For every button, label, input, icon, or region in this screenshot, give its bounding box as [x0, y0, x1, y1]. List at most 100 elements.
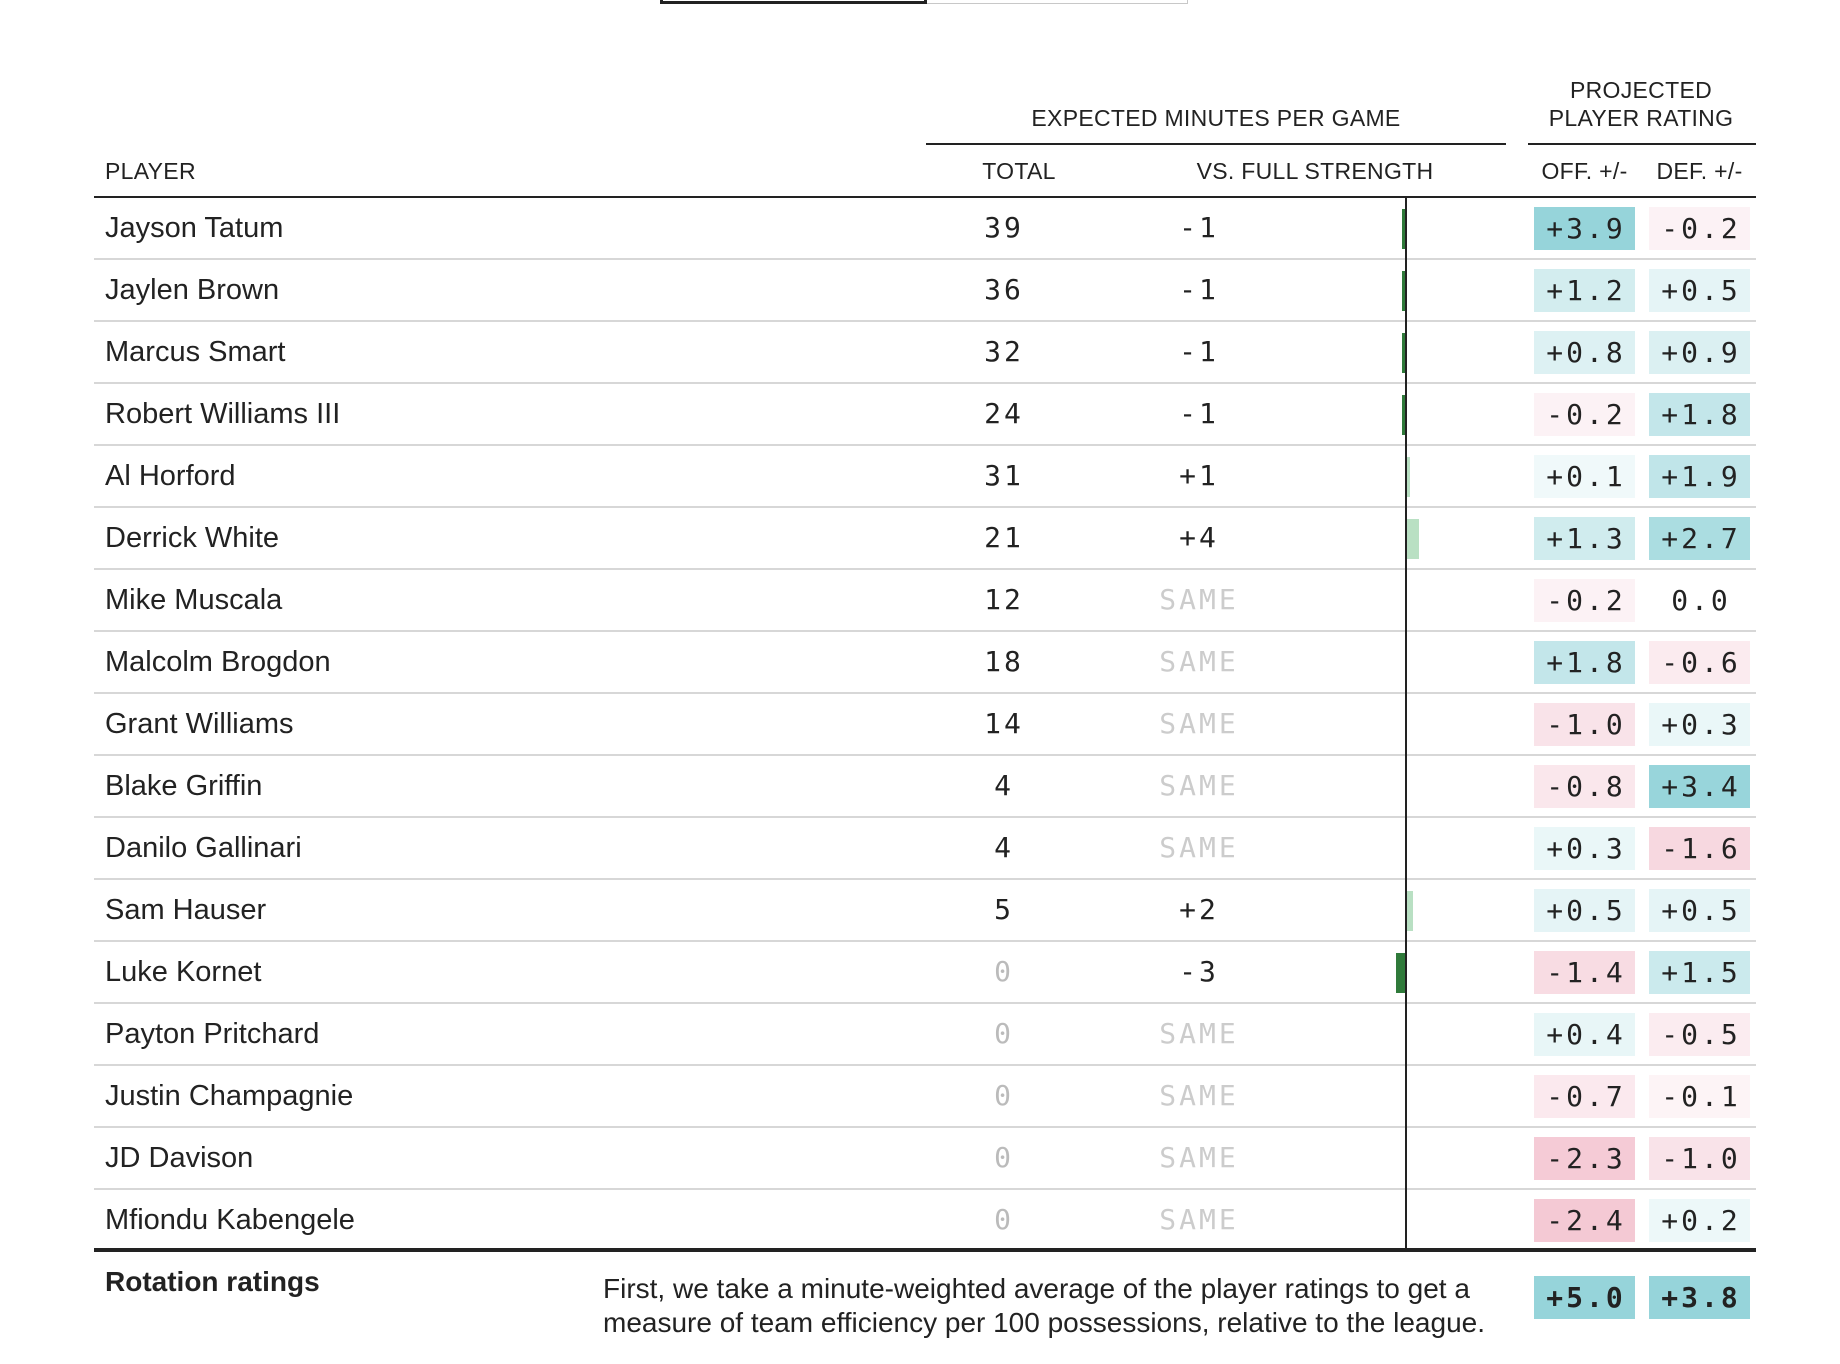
offensive-rating-cell: +0.8 [1534, 331, 1635, 374]
offensive-rating-cell: -2.3 [1534, 1137, 1635, 1180]
table-row: Jaylen Brown 36 -1 +1.2 +0.5 [94, 260, 1756, 322]
expected-minutes-total: 36 [984, 273, 1024, 306]
toggle-tab-inactive[interactable] [926, 0, 1188, 4]
table-row: Justin Champagnie 0 SAME -0.7 -0.1 [94, 1066, 1756, 1128]
row-divider [94, 754, 1756, 756]
table-row: Danilo Gallinari 4 SAME +0.3 -1.6 [94, 818, 1756, 880]
expected-minutes-total: 4 [994, 769, 1014, 802]
player-name: Grant Williams [105, 708, 294, 740]
minutes-change-bar [1407, 457, 1410, 497]
player-name: Justin Champagnie [105, 1080, 354, 1112]
minutes-vs-full-strength: SAME [1159, 645, 1239, 678]
expected-minutes-total: 0 [994, 1079, 1014, 1112]
minutes-vs-full-strength: SAME [1159, 831, 1239, 864]
table-row: Robert Williams III 24 -1 -0.2 +1.8 [94, 384, 1756, 446]
table-row: Sam Hauser 5 +2 +0.5 +0.5 [94, 880, 1756, 942]
defensive-rating-cell: +0.3 [1649, 703, 1750, 746]
defensive-rating-cell: -0.1 [1649, 1075, 1750, 1118]
row-divider [94, 816, 1756, 818]
rotation-off-rating: +5.0 [1534, 1276, 1635, 1319]
row-divider [94, 568, 1756, 570]
minutes-vs-full-strength: SAME [1159, 707, 1239, 740]
expected-minutes-total: 14 [984, 707, 1024, 740]
defensive-rating-cell: +1.9 [1649, 455, 1750, 498]
vs-full-strength-baseline [1405, 198, 1407, 1250]
expected-minutes-total: 31 [984, 459, 1024, 492]
table-row: Mike Muscala 12 SAME -0.2 0.0 [94, 570, 1756, 632]
toggle-tab-active[interactable] [660, 0, 927, 4]
expected-minutes-total: 21 [984, 521, 1024, 554]
offensive-rating-cell: -2.4 [1534, 1199, 1635, 1242]
offensive-rating-cell: +1.8 [1534, 641, 1635, 684]
minutes-vs-full-strength: -1 [1179, 397, 1219, 430]
defensive-rating-cell: +0.2 [1649, 1199, 1750, 1242]
expected-minutes-total: 24 [984, 397, 1024, 430]
column-header-off: OFF. +/- [1541, 158, 1628, 184]
expected-minutes-total: 0 [994, 1017, 1014, 1050]
minutes-change-bar [1402, 271, 1405, 311]
rating-group-header-line2: PLAYER RATING [1548, 105, 1734, 131]
defensive-rating-cell: +0.5 [1649, 269, 1750, 312]
offensive-rating-cell: -1.0 [1534, 703, 1635, 746]
minutes-vs-full-strength: SAME [1159, 583, 1239, 616]
row-divider [94, 692, 1756, 694]
minutes-change-bar [1402, 209, 1405, 249]
player-name: Jayson Tatum [105, 212, 284, 244]
offensive-rating-cell: -0.2 [1534, 579, 1635, 622]
player-name: Malcolm Brogdon [105, 646, 331, 678]
expected-minutes-total: 18 [984, 645, 1024, 678]
offensive-rating-cell: -1.4 [1534, 951, 1635, 994]
minutes-change-bar [1402, 395, 1405, 435]
row-divider [94, 320, 1756, 322]
offensive-rating-cell: -0.8 [1534, 765, 1635, 808]
player-name: Robert Williams III [105, 398, 341, 430]
minutes-change-bar [1402, 333, 1405, 373]
table-row: Derrick White 21 +4 +1.3 +2.7 [94, 508, 1756, 570]
row-divider [94, 382, 1756, 384]
table-row: Grant Williams 14 SAME -1.0 +0.3 [94, 694, 1756, 756]
player-name: Payton Pritchard [105, 1018, 320, 1050]
offensive-rating-cell: +0.1 [1534, 455, 1635, 498]
row-divider [94, 444, 1756, 446]
player-name: Blake Griffin [105, 770, 263, 802]
defensive-rating-cell: 0.0 [1671, 584, 1731, 617]
offensive-rating-cell: +1.3 [1534, 517, 1635, 560]
minutes-change-bar [1407, 519, 1419, 559]
player-name: Sam Hauser [105, 894, 267, 926]
player-name: Al Horford [105, 460, 236, 492]
defensive-rating-cell: +2.7 [1649, 517, 1750, 560]
expected-minutes-total: 32 [984, 335, 1024, 368]
minutes-vs-full-strength: SAME [1159, 1079, 1239, 1112]
minutes-vs-full-strength: SAME [1159, 1203, 1239, 1236]
rating-group-header-line1: PROJECTED [1570, 77, 1712, 103]
table-row: Al Horford 31 +1 +0.1 +1.9 [94, 446, 1756, 508]
defensive-rating-cell: -0.2 [1649, 207, 1750, 250]
player-name: Derrick White [105, 522, 280, 554]
table-row: Mfiondu Kabengele 0 SAME -2.4 +0.2 [94, 1190, 1756, 1252]
minutes-vs-full-strength: -1 [1179, 335, 1219, 368]
rating-group-rule [1528, 143, 1756, 145]
rotation-ratings-label: Rotation ratings [105, 1266, 320, 1297]
minutes-change-bar [1407, 891, 1413, 931]
row-divider [94, 258, 1756, 260]
row-divider [94, 506, 1756, 508]
table-row: Marcus Smart 32 -1 +0.8 +0.9 [94, 322, 1756, 384]
minutes-group-header: EXPECTED MINUTES PER GAME [1031, 105, 1401, 131]
offensive-rating-cell: +0.4 [1534, 1013, 1635, 1056]
minutes-change-bar [1396, 953, 1405, 993]
table-row: Blake Griffin 4 SAME -0.8 +3.4 [94, 756, 1756, 818]
player-name: Marcus Smart [105, 336, 286, 368]
expected-minutes-total: 12 [984, 583, 1024, 616]
rotation-ratings-description: First, we take a minute-weighted average… [603, 1273, 1485, 1338]
defensive-rating-cell: +3.4 [1649, 765, 1750, 808]
table-row: JD Davison 0 SAME -2.3 -1.0 [94, 1128, 1756, 1190]
offensive-rating-cell: +3.9 [1534, 207, 1635, 250]
player-name: JD Davison [105, 1142, 254, 1174]
minutes-vs-full-strength: +4 [1179, 521, 1219, 554]
defensive-rating-cell: +0.5 [1649, 889, 1750, 932]
offensive-rating-cell: -0.7 [1534, 1075, 1635, 1118]
defensive-rating-cell: -0.5 [1649, 1013, 1750, 1056]
minutes-group-rule [926, 143, 1506, 145]
row-divider [94, 1064, 1756, 1066]
column-header-def: DEF. +/- [1656, 158, 1743, 184]
